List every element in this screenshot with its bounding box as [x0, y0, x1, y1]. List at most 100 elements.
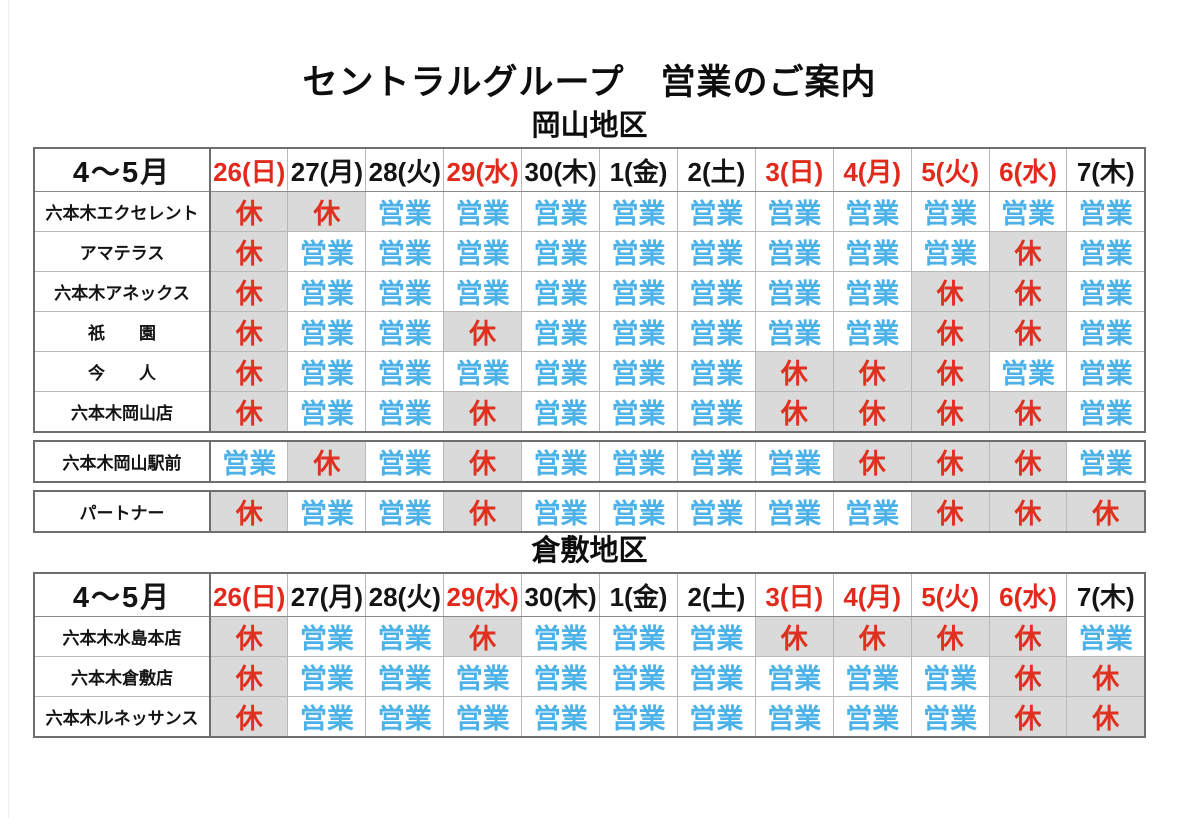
date-header: 29(水): [443, 147, 523, 192]
open-cell: 営業: [521, 696, 601, 738]
open-cell: 営業: [988, 351, 1068, 392]
open-cell: 営業: [599, 656, 678, 697]
closed-cell: 休: [754, 351, 834, 392]
closed-cell: 休: [988, 656, 1068, 697]
closed-cell: 休: [832, 391, 912, 433]
schedule-table: パートナー休営業 営業休営業 営業 営業 営業 営業休休休: [33, 490, 1146, 533]
open-cell: 営業: [676, 311, 756, 352]
store-row: 六本木岡山駅前 営業休営業休営業 営業 営業 営業休休休営業: [33, 440, 1146, 483]
open-cell: 営業: [754, 271, 834, 312]
open-cell: 営業: [1066, 440, 1146, 483]
open-cell: 営業: [365, 351, 445, 392]
open-cell: 営業: [832, 656, 912, 697]
open-cell: 営業: [676, 696, 756, 738]
closed-cell: 休: [209, 191, 289, 232]
date-header: 4(月): [832, 147, 912, 192]
closed-cell: 休: [988, 440, 1068, 483]
open-cell: 営業: [1066, 231, 1146, 272]
closed-cell: 休: [209, 490, 289, 533]
date-header: 26(日): [209, 572, 289, 617]
schedule-table-okayama-partner: パートナー休営業 営業休営業 営業 営業 営業 営業休休休: [33, 490, 1146, 533]
date-header: 4(月): [832, 572, 912, 617]
photo-edge-line: [8, 0, 9, 818]
store-name: 六本木岡山店: [33, 391, 211, 433]
closed-cell: 休: [1066, 656, 1146, 697]
closed-cell: 休: [209, 696, 289, 738]
open-cell: 営業: [910, 696, 990, 738]
open-cell: 営業: [910, 656, 990, 697]
open-cell: 営業: [832, 696, 912, 738]
open-cell: 営業: [443, 656, 523, 697]
store-row: アマテラス休営業 営業 営業 営業 営業 営業 営業 営業 営業休営業: [33, 231, 1146, 272]
open-cell: 営業: [365, 311, 445, 352]
open-cell: 営業: [676, 490, 756, 533]
store-name: 六本木水島本店: [33, 616, 211, 657]
open-cell: 営業: [365, 616, 445, 657]
schedule-table: 六本木岡山駅前 営業休営業休営業 営業 営業 営業休休休営業: [33, 440, 1146, 483]
open-cell: 営業: [1066, 391, 1146, 433]
open-cell: 営業: [754, 191, 834, 232]
open-cell: 営業: [443, 351, 523, 392]
open-cell: 営業: [599, 440, 678, 483]
closed-cell: 休: [754, 391, 834, 433]
date-header: 5(火): [910, 572, 990, 617]
open-cell: 営業: [599, 391, 678, 433]
store-row: 今 人休営業 営業 営業 営業 営業 営業休休休営業 営業: [33, 351, 1146, 392]
open-cell: 営業: [676, 440, 756, 483]
date-header: 5(火): [910, 147, 990, 192]
date-header: 26(日): [209, 147, 289, 192]
region-title-okayama: 岡山地区: [531, 110, 648, 142]
header-row: 4～5月 26(日) 27(月) 28(火) 29(水) 30(木) 1(金) 2(土) 3(日…: [33, 147, 1146, 192]
open-cell: 営業: [754, 696, 834, 738]
open-cell: 営業: [599, 231, 678, 272]
store-row: 六本木倉敷店休営業 営業 営業 営業 営業 営業 営業 営業 営業休休: [33, 656, 1146, 697]
closed-cell: 休: [988, 231, 1068, 272]
closed-cell: 休: [910, 351, 990, 392]
closed-cell: 休: [209, 656, 289, 697]
store-name: 祇 園: [33, 311, 211, 352]
open-cell: 営業: [521, 351, 601, 392]
open-cell: 営業: [676, 191, 756, 232]
closed-cell: 休: [988, 271, 1068, 312]
closed-cell: 休: [209, 271, 289, 312]
open-cell: 営業: [287, 231, 367, 272]
open-cell: 営業: [365, 271, 445, 312]
open-cell: 営業: [521, 440, 601, 483]
date-header: 27(月): [287, 572, 367, 617]
date-header: 27(月): [287, 147, 367, 192]
region-kurashiki: 倉敷地区 4～5月 26(日) 27(月) 28(火) 29(水) 30(木) 1(金) 2(…: [0, 534, 1179, 738]
closed-cell: 休: [910, 440, 990, 483]
open-cell: 営業: [599, 696, 678, 738]
date-header: 30(木): [521, 147, 601, 192]
closed-cell: 休: [910, 490, 990, 533]
closed-cell: 休: [443, 616, 523, 657]
date-header: 3(日): [754, 572, 834, 617]
open-cell: 営業: [1066, 351, 1146, 392]
open-cell: 営業: [599, 311, 678, 352]
date-header: 28(火): [365, 572, 445, 617]
store-name: 六本木アネックス: [33, 271, 211, 312]
closed-cell: 休: [209, 351, 289, 392]
open-cell: 営業: [287, 696, 367, 738]
open-cell: 営業: [287, 311, 367, 352]
store-name: 六本木エクセレント: [33, 191, 211, 232]
open-cell: 営業: [1066, 616, 1146, 657]
store-name: パートナー: [33, 490, 211, 533]
closed-cell: 休: [209, 231, 289, 272]
schedule-table: 4～5月 26(日) 27(月) 28(火) 29(水) 30(木) 1(金) 2(土) 3(日…: [33, 572, 1146, 738]
date-header: 28(火): [365, 147, 445, 192]
closed-cell: 休: [443, 311, 523, 352]
period-header: 4～5月: [33, 147, 211, 192]
region-title-kurashiki: 倉敷地区: [531, 535, 648, 567]
open-cell: 営業: [988, 191, 1068, 232]
store-name: アマテラス: [33, 231, 211, 272]
open-cell: 営業: [754, 490, 834, 533]
open-cell: 営業: [287, 490, 367, 533]
closed-cell: 休: [832, 351, 912, 392]
closed-cell: 休: [988, 490, 1068, 533]
schedule-table: 4～5月 26(日) 27(月) 28(火) 29(水) 30(木) 1(金) 2(土) 3(日…: [33, 147, 1146, 433]
open-cell: 営業: [599, 490, 678, 533]
open-cell: 営業: [676, 351, 756, 392]
date-header: 2(土): [676, 147, 756, 192]
open-cell: 営業: [521, 191, 601, 232]
